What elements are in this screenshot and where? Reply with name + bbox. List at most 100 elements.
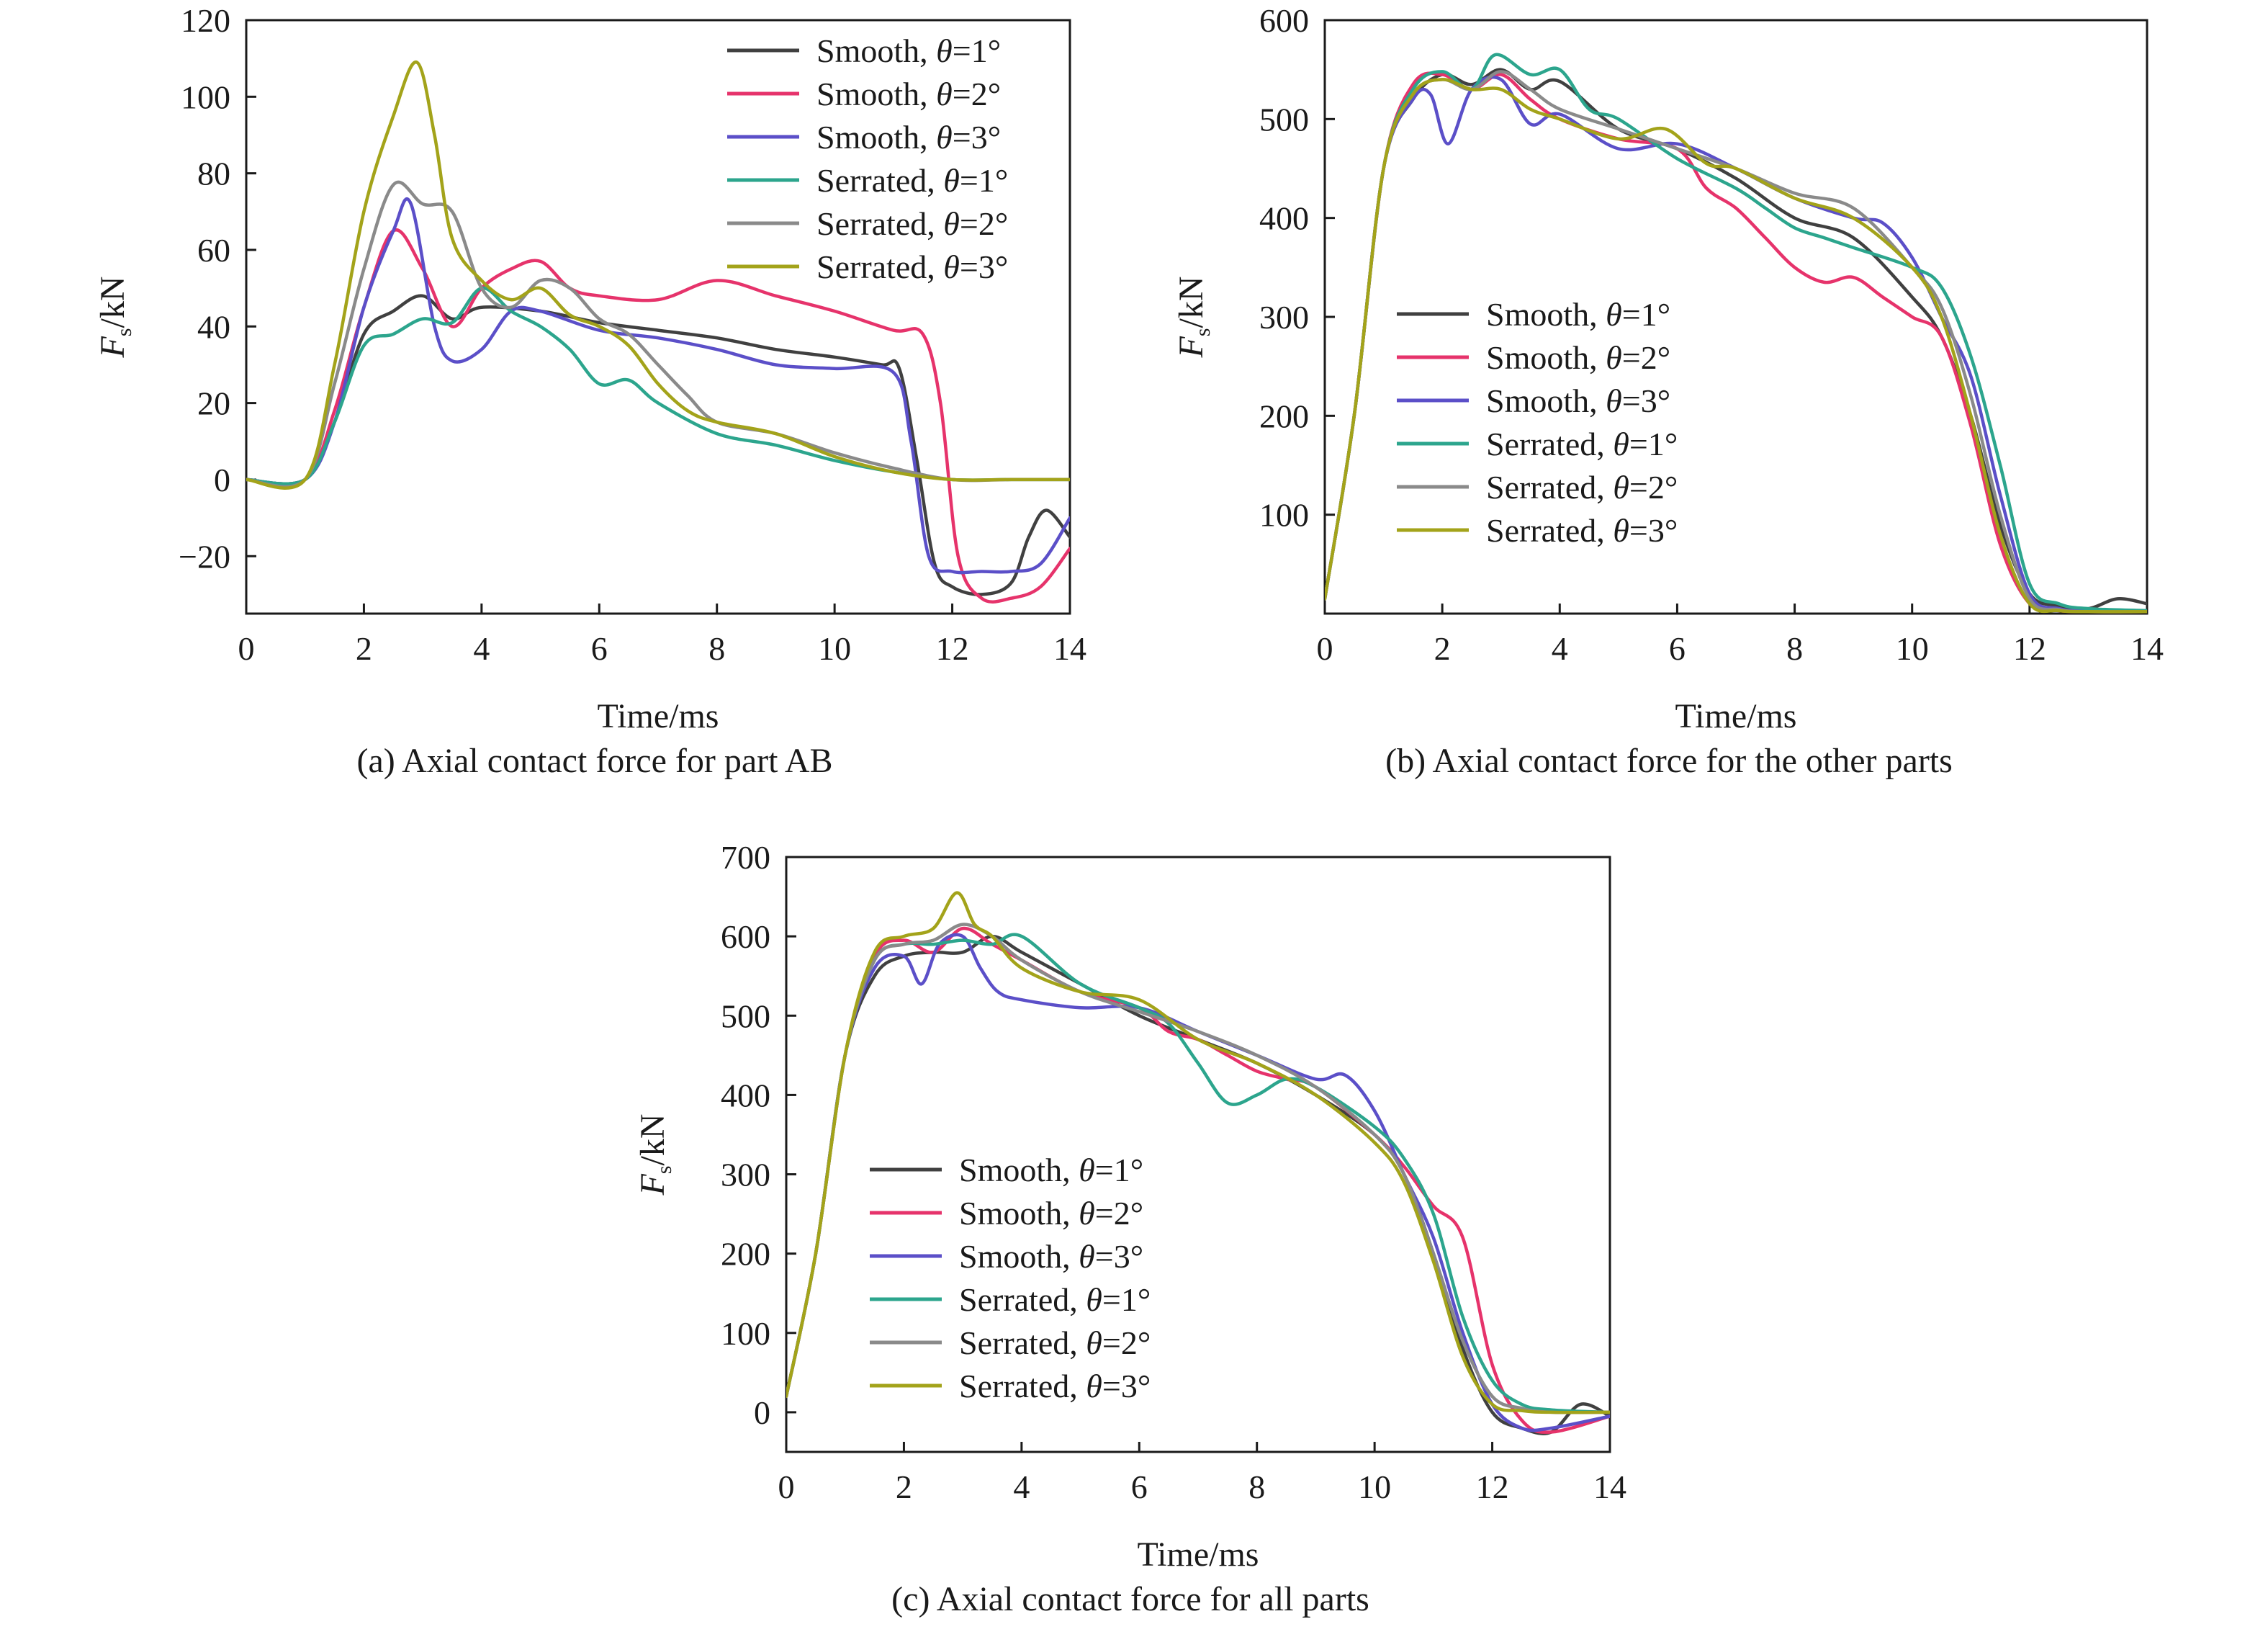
x-tick-label: 12 [2013, 630, 2046, 667]
y-axis-label-unit: /kN [1172, 276, 1210, 328]
x-tick-label: 2 [1434, 630, 1451, 667]
y-tick-label: 600 [1259, 2, 1309, 39]
x-tick-label: 0 [778, 1468, 795, 1505]
y-tick-label: 100 [181, 79, 230, 115]
legend-label-theta-symbol: θ [936, 76, 953, 112]
series-group [246, 60, 1070, 604]
legend-label-theta-value: =3° [960, 248, 1008, 285]
y-tick-label: 400 [721, 1077, 770, 1113]
x-tick-label: 14 [1593, 1468, 1626, 1505]
legend-label-theta-symbol: θ [936, 32, 953, 69]
x-axis-label: Time/ms [1138, 1535, 1259, 1574]
legend-label-theta-value: =3° [1629, 512, 1678, 549]
y-axis-label-subscript: s [1191, 328, 1215, 336]
y-tick-label: −20 [179, 538, 230, 575]
series-line-serrated-3 [1325, 78, 2147, 614]
y-tick-label: 0 [214, 462, 230, 498]
legend-label-theta-symbol: θ [1606, 339, 1622, 376]
y-axis-label: Fs/kN [94, 276, 136, 358]
legend-label-theta-value: =1° [1095, 1152, 1143, 1188]
x-tick-label: 10 [1896, 630, 1929, 667]
legend-label-theta-value: =1° [1629, 426, 1678, 462]
legend-label-name: Serrated, [816, 205, 943, 242]
legend-label-name: Serrated, [816, 162, 943, 199]
series-group [786, 891, 1610, 1435]
y-tick-label: 600 [721, 918, 770, 955]
legend-label-name: Serrated, [1486, 426, 1613, 462]
legend-label-name: Serrated, [959, 1281, 1086, 1318]
y-tick-label: 40 [197, 308, 230, 345]
y-tick-label: 20 [197, 385, 230, 422]
x-tick-label: 4 [1013, 1468, 1030, 1505]
series-group [1325, 53, 2147, 614]
series-line-smooth-2 [1325, 71, 2147, 614]
legend-label-theta-symbol: θ [1079, 1238, 1095, 1275]
legend-label: Smooth, θ=1° [1486, 296, 1670, 333]
y-tick-label: 500 [721, 997, 770, 1034]
legend-label-theta-value: =3° [1622, 382, 1670, 419]
y-axis-label-symbol: F [634, 1174, 672, 1196]
y-axis-label-unit: /kN [634, 1113, 672, 1165]
legend-label-theta-symbol: θ [1079, 1195, 1095, 1232]
legend-label-name: Smooth, [1486, 382, 1606, 419]
y-axis-label-symbol: F [94, 336, 132, 359]
legend-label-theta-value: =2° [960, 205, 1008, 242]
series-line-smooth-3 [1325, 75, 2147, 614]
y-tick-label: 200 [1259, 398, 1309, 434]
plot-frame [785, 856, 1611, 1453]
y-tick-label: 120 [181, 2, 230, 39]
y-axis-label-subscript: s [112, 328, 136, 336]
legend-label: Smooth, θ=3° [816, 119, 1001, 156]
series-line-serrated-1 [1325, 53, 2147, 613]
legend-label-name: Serrated, [1486, 512, 1613, 549]
legend-label-name: Smooth, [1486, 339, 1606, 376]
legend-label: Serrated, θ=2° [1486, 469, 1678, 506]
legend-label-name: Serrated, [959, 1324, 1086, 1361]
legend-label-theta-symbol: θ [1606, 296, 1622, 333]
x-tick-label: 10 [1358, 1468, 1391, 1505]
legend-label-theta-symbol: θ [943, 205, 960, 242]
legend-label: Smooth, θ=3° [959, 1238, 1143, 1275]
legend-label-theta-symbol: θ [1079, 1152, 1095, 1188]
legend-label: Smooth, θ=1° [959, 1152, 1143, 1188]
series-line-smooth-2 [786, 926, 1610, 1434]
legend-label-theta-symbol: θ [1086, 1324, 1102, 1361]
legend: Smooth, θ=1°Smooth, θ=2°Smooth, θ=3°Serr… [1397, 296, 1678, 549]
x-tick-label: 2 [356, 630, 372, 667]
legend-label-theta-symbol: θ [1086, 1281, 1102, 1318]
legend-label-theta-value: =2° [1629, 469, 1678, 506]
legend-label: Serrated, θ=1° [816, 162, 1008, 199]
y-tick-label: 500 [1259, 101, 1309, 138]
legend-label-theta-value: =2° [953, 76, 1001, 112]
panel-caption: (b) Axial contact force for the other pa… [1385, 742, 1953, 780]
y-tick-label: 400 [1259, 200, 1309, 237]
y-tick-label: 300 [721, 1157, 770, 1193]
x-tick-label: 14 [1053, 630, 1086, 667]
legend-label-theta-value: =3° [953, 119, 1001, 156]
legend-label-name: Smooth, [816, 76, 936, 112]
legend-label-theta-value: =3° [1102, 1368, 1151, 1404]
legend-label: Serrated, θ=3° [816, 248, 1008, 285]
series-line-serrated-3 [786, 891, 1610, 1414]
series-line-smooth-1 [1325, 68, 2147, 611]
y-tick-label: 0 [754, 1394, 770, 1431]
legend-label-theta-value: =3° [1095, 1238, 1143, 1275]
legend-label-name: Serrated, [959, 1368, 1086, 1404]
legend-label-theta-value: =2° [1102, 1324, 1151, 1361]
legend-label-theta-value: =1° [960, 162, 1008, 199]
legend-label: Smooth, θ=2° [1486, 339, 1670, 376]
chart-panel-a: 0 2 4 6 8 10 12 14 −20 0 20 40 60 80 100 120 Time/ms Fs/k… [94, 2, 1086, 780]
legend-label: Smooth, θ=1° [816, 32, 1001, 69]
legend-label-theta-value: =1° [953, 32, 1001, 69]
panel-caption: (c) Axial contact force for all parts [891, 1580, 1369, 1618]
legend-label-name: Smooth, [959, 1195, 1079, 1232]
chart-panel-b: 0 2 4 6 8 10 12 14 100 200 300 400 500 600 Time/ms Fs/k… [1172, 2, 2164, 780]
legend: Smooth, θ=1°Smooth, θ=2°Smooth, θ=3°Serr… [727, 32, 1008, 285]
legend-label-name: Serrated, [816, 248, 943, 285]
x-tick-label: 6 [591, 630, 608, 667]
legend-label: Serrated, θ=1° [959, 1281, 1151, 1318]
series-line-smooth-1 [786, 934, 1610, 1435]
legend-label-name: Serrated, [1486, 469, 1613, 506]
